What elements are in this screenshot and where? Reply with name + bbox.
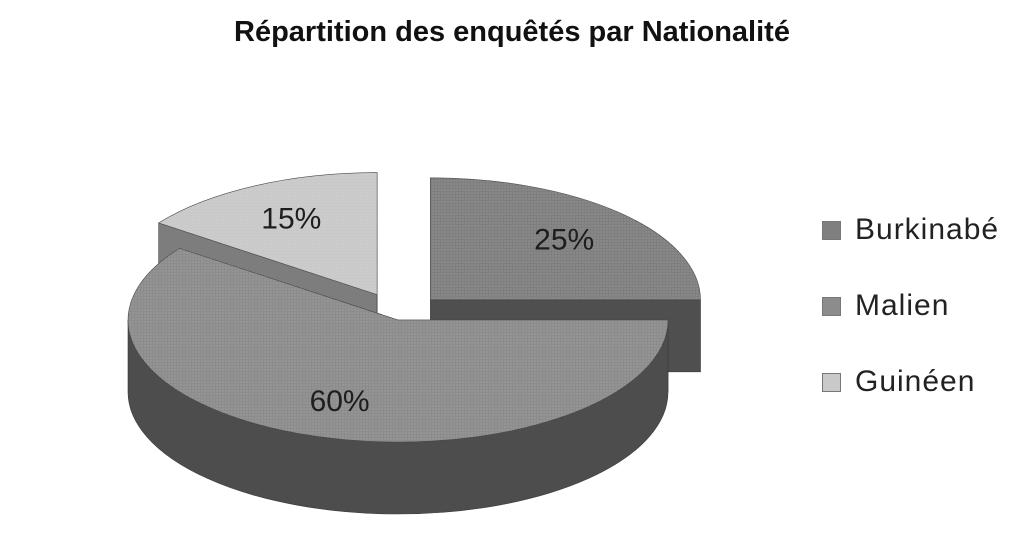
slice-texture-burkinabe [430,177,701,300]
legend-item-guineen: Guinéen [822,362,999,402]
legend-swatch [822,296,841,316]
chart-title: Répartition des enquêtés par Nationalité [234,16,790,48]
data-label-guineen: 15% [261,203,321,236]
data-label-malien: 60% [310,385,370,418]
legend-label: Burkinabé [855,213,1000,246]
legend-swatch [822,372,841,392]
slice-texture-malien [128,248,668,443]
legend-label: Malien [855,289,950,322]
legend-item-burkinabe: Burkinabé [822,210,999,250]
legend-swatch [822,220,841,240]
legend-label: Guinéen [855,365,976,398]
legend: Burkinabé Malien Guinéen [822,210,999,438]
legend-item-malien: Malien [822,286,999,326]
slice-texture-guineen [158,172,378,295]
data-label-burkinabe: 25% [534,223,594,256]
